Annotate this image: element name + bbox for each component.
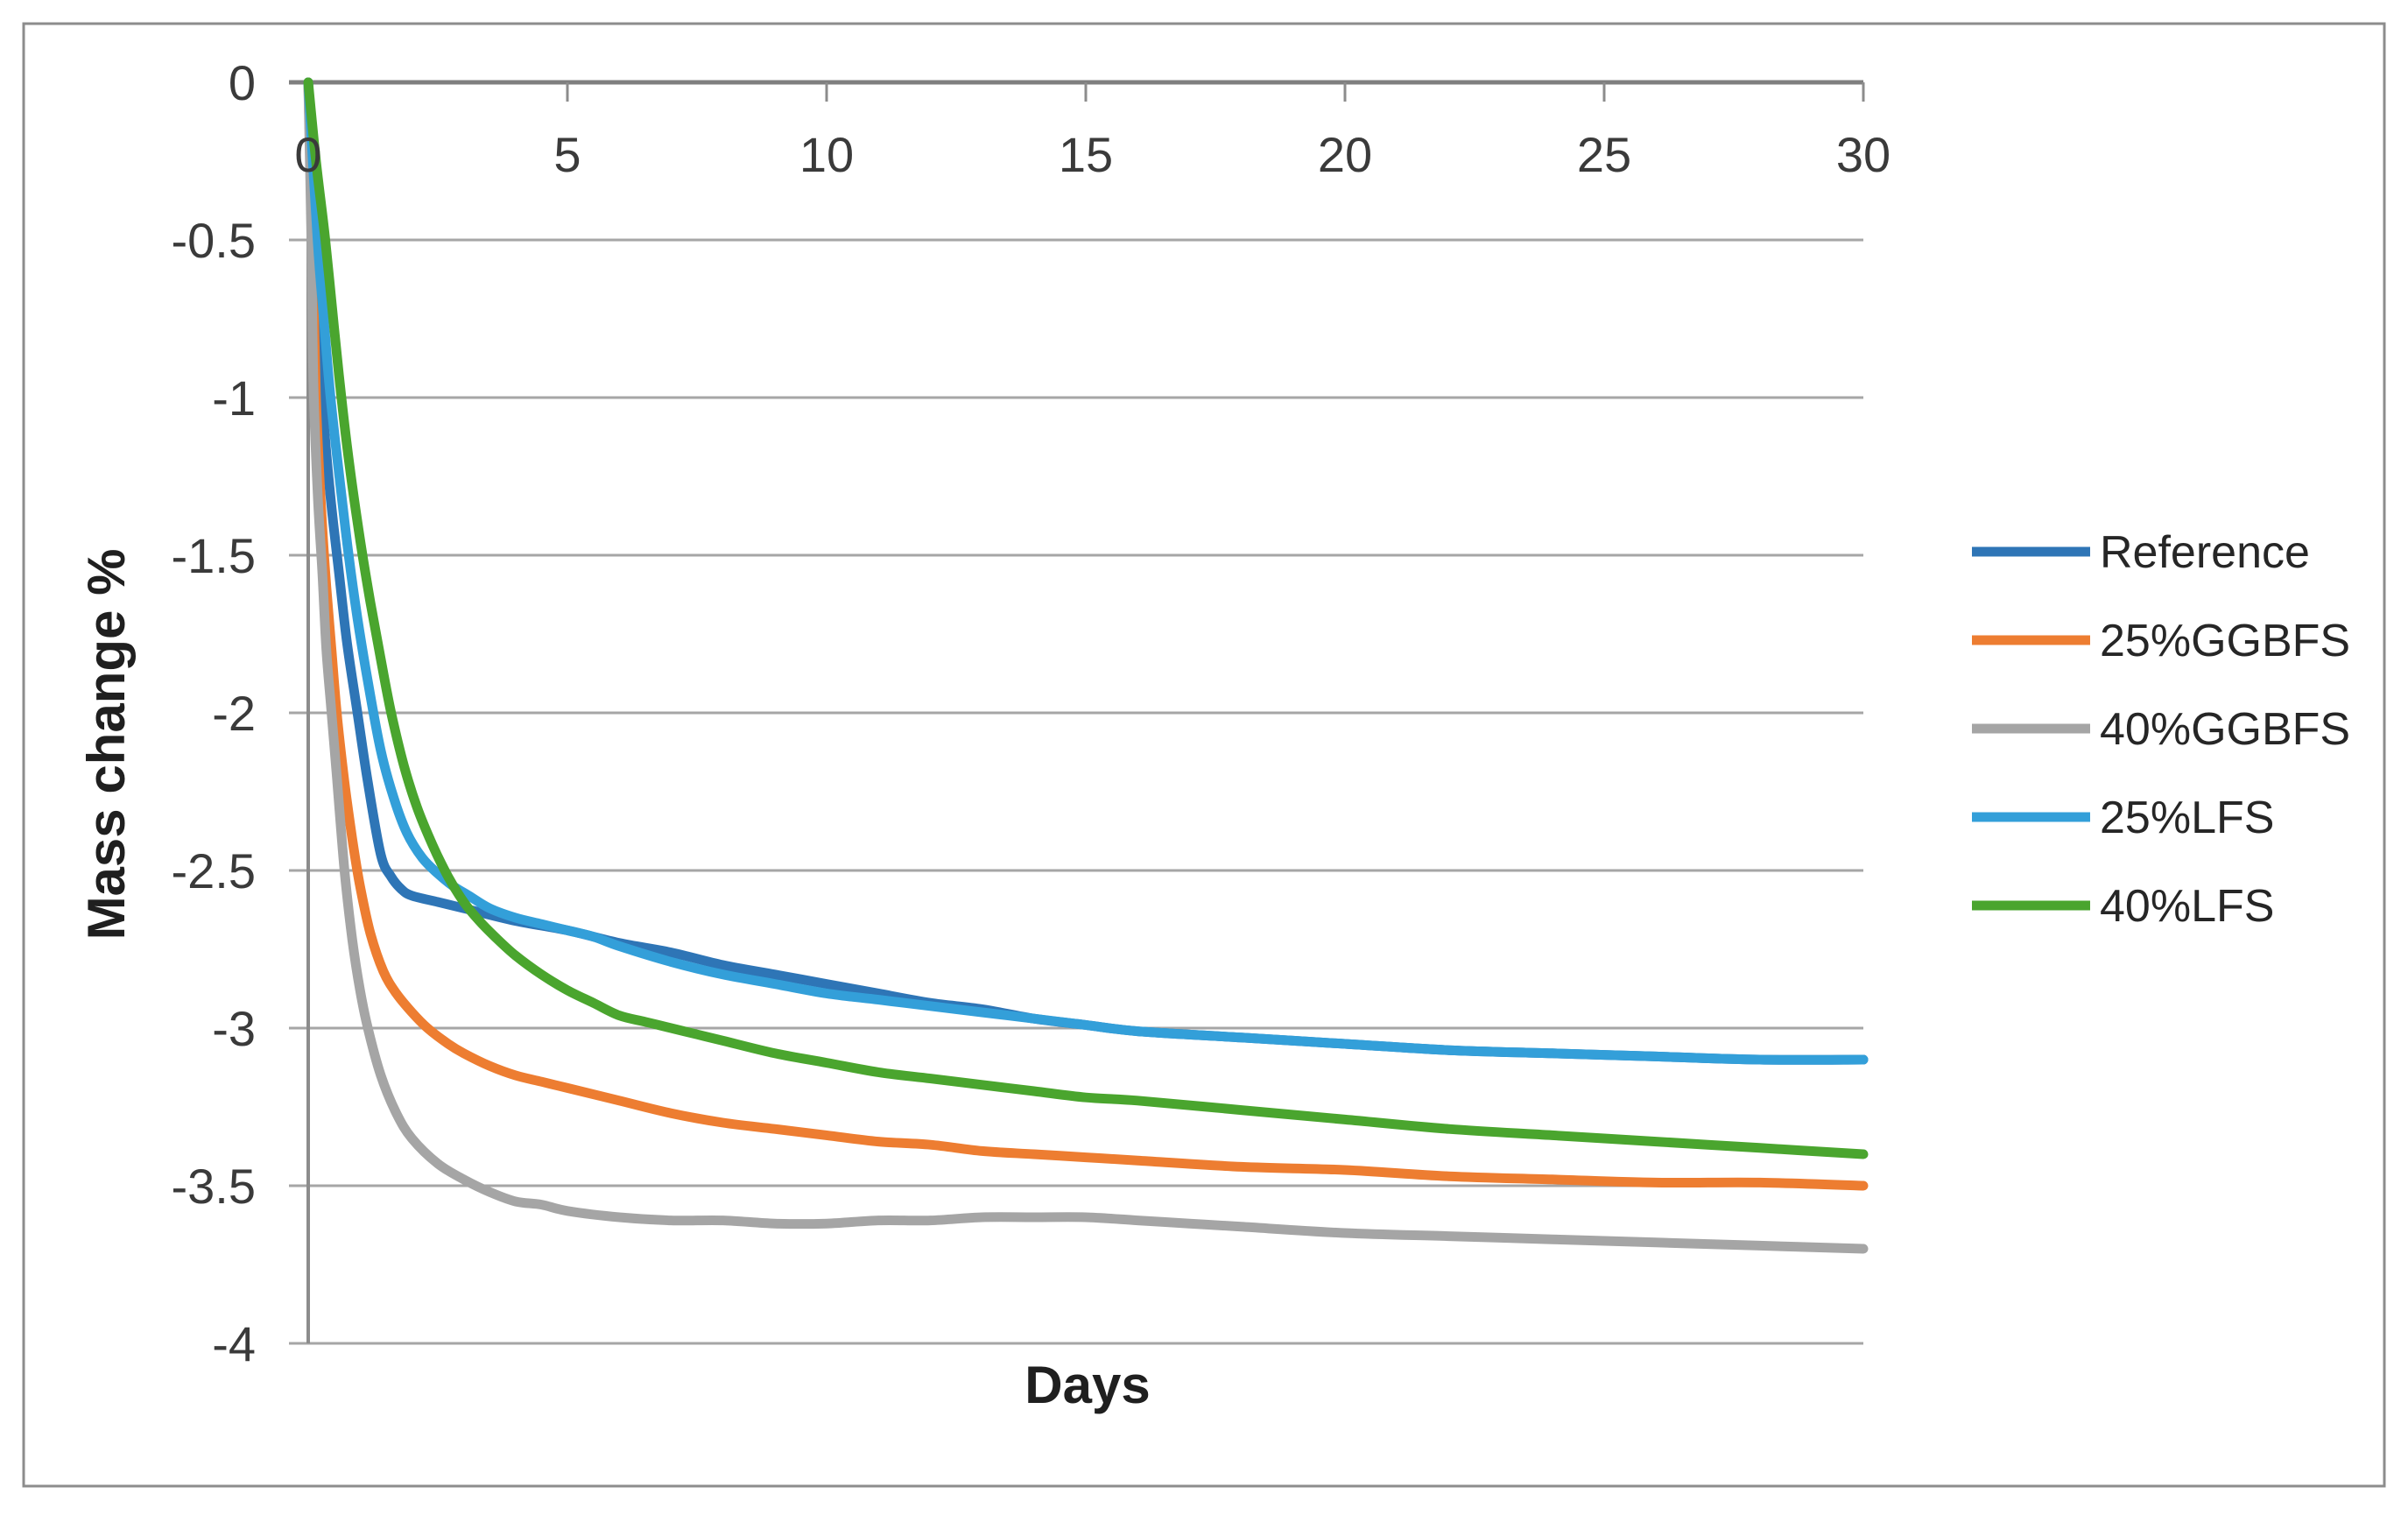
y-tick-label-8: -4 bbox=[212, 1316, 256, 1371]
y-tick-label-5: -2.5 bbox=[172, 843, 257, 898]
x-tick-label-0: 0 bbox=[294, 127, 321, 182]
legend-label-reference: Reference bbox=[2100, 527, 2310, 578]
tick-labels-layer: 0 5 10 15 20 25 30 0 -0.5 -1 -1.5 -2 -2.5 -3 -3.5 -4 bbox=[172, 55, 1891, 1371]
y-tick-label-4: -2 bbox=[212, 686, 256, 741]
legend-item-25-ggbfs: 25%GGBFS bbox=[1972, 616, 2350, 666]
x-axis-title: Days bbox=[1024, 1356, 1150, 1414]
legend-item-25-lfs: 25%LFS bbox=[1972, 793, 2274, 843]
x-tick-label-1: 5 bbox=[553, 127, 581, 182]
x-tick-label-3: 15 bbox=[1059, 127, 1113, 182]
legend-item-40-lfs: 40%LFS bbox=[1972, 881, 2274, 932]
legend-label-40-ggbfs: 40%GGBFS bbox=[2100, 704, 2350, 755]
legend-item-40-ggbfs: 40%GGBFS bbox=[1972, 704, 2350, 755]
series-line-reference bbox=[303, 77, 1869, 1065]
legend-label-25-lfs: 25%LFS bbox=[2100, 793, 2274, 843]
legend: Reference 25%GGBFS 40%GGBFS 25%LFS 40%LFS bbox=[1972, 527, 2350, 932]
series-line-40-lfs bbox=[303, 77, 1869, 1159]
series-line-25-ggbfs bbox=[303, 77, 1869, 1191]
gridlines-layer bbox=[289, 238, 1863, 1345]
series-line-40-ggbfs bbox=[303, 77, 1869, 1254]
series-layer bbox=[303, 77, 1869, 1254]
x-tick-label-4: 20 bbox=[1318, 127, 1372, 182]
y-tick-label-7: -3.5 bbox=[172, 1159, 257, 1214]
series-line-25-lfs bbox=[303, 77, 1869, 1065]
y-tick-label-1: -0.5 bbox=[172, 213, 257, 268]
x-tick-label-5: 25 bbox=[1577, 127, 1631, 182]
figure-border bbox=[22, 22, 2386, 1488]
legend-label-40-lfs: 40%LFS bbox=[2100, 881, 2274, 932]
legend-item-reference: Reference bbox=[1972, 527, 2310, 578]
x-tick-label-2: 10 bbox=[799, 127, 854, 182]
legend-label-25-ggbfs: 25%GGBFS bbox=[2100, 616, 2350, 666]
y-tick-label-2: -1 bbox=[212, 370, 256, 426]
y-axis-title: Mass change % bbox=[77, 549, 136, 941]
y-tick-label-6: -3 bbox=[212, 1001, 256, 1056]
y-tick-label-3: -1.5 bbox=[172, 528, 257, 583]
y-tick-label-0: 0 bbox=[229, 55, 256, 110]
x-tick-label-6: 30 bbox=[1836, 127, 1890, 182]
